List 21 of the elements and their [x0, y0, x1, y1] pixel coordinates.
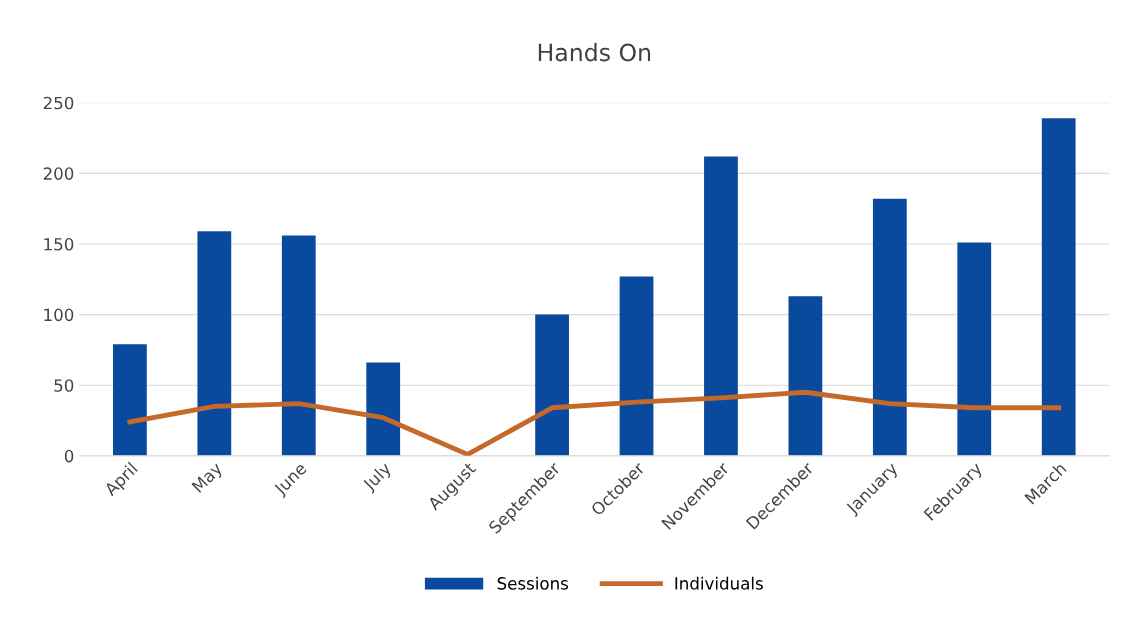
- bar: [197, 231, 232, 456]
- y-tick-label: 250: [43, 96, 74, 110]
- bar: [366, 362, 401, 456]
- legend-label: Sessions: [497, 576, 569, 590]
- line-series: [127, 389, 1062, 456]
- y-tick-label: 50: [54, 379, 74, 392]
- bar: [619, 276, 654, 456]
- bar: [113, 344, 147, 456]
- bar: [1041, 118, 1076, 456]
- bar: [788, 296, 823, 456]
- chart-title: Hands On: [538, 43, 651, 62]
- bar: [704, 156, 738, 456]
- y-tick-label: 150: [44, 237, 74, 251]
- y-tick-label: 200: [43, 167, 74, 180]
- legend-label: Individuals: [675, 576, 763, 590]
- bar: [535, 314, 569, 456]
- y-tick-label: 0: [64, 449, 74, 463]
- y-tick-label: 100: [44, 308, 74, 322]
- bar: [872, 198, 907, 456]
- bar: [281, 235, 316, 456]
- bar: [957, 242, 992, 456]
